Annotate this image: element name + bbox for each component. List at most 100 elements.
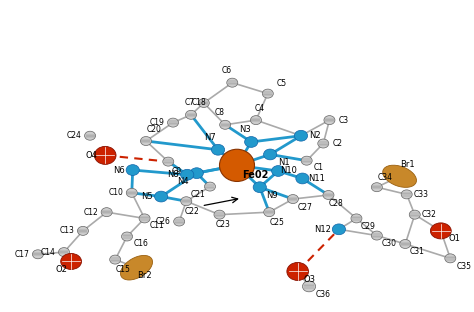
- Text: N12: N12: [314, 225, 331, 234]
- Ellipse shape: [61, 253, 82, 270]
- Text: C33: C33: [413, 190, 428, 199]
- Text: C22: C22: [185, 207, 200, 216]
- Ellipse shape: [32, 250, 44, 259]
- Text: C8: C8: [214, 108, 224, 117]
- Text: N6: N6: [113, 166, 125, 174]
- Ellipse shape: [211, 144, 225, 155]
- Ellipse shape: [296, 173, 309, 184]
- Ellipse shape: [126, 188, 137, 197]
- Text: O3: O3: [304, 275, 316, 284]
- Ellipse shape: [287, 262, 309, 280]
- Ellipse shape: [264, 208, 275, 217]
- Ellipse shape: [94, 146, 116, 164]
- Ellipse shape: [121, 232, 133, 241]
- Text: C14: C14: [41, 248, 55, 256]
- Text: C27: C27: [298, 202, 312, 212]
- Ellipse shape: [253, 182, 266, 193]
- Ellipse shape: [181, 169, 194, 180]
- Text: C11: C11: [149, 221, 164, 230]
- Text: N10: N10: [280, 167, 297, 175]
- Text: C7: C7: [185, 99, 195, 107]
- Text: N1: N1: [278, 158, 290, 167]
- Text: Br1: Br1: [400, 160, 415, 169]
- Text: N5: N5: [141, 192, 153, 201]
- Ellipse shape: [324, 116, 335, 124]
- Ellipse shape: [301, 156, 312, 165]
- Ellipse shape: [126, 165, 139, 175]
- Ellipse shape: [245, 137, 258, 147]
- Text: C24: C24: [67, 131, 82, 140]
- Text: N3: N3: [239, 125, 251, 134]
- Ellipse shape: [264, 149, 277, 160]
- Ellipse shape: [163, 157, 174, 166]
- Ellipse shape: [294, 130, 308, 141]
- Ellipse shape: [167, 118, 179, 127]
- Ellipse shape: [140, 137, 152, 145]
- Text: O2: O2: [55, 265, 67, 274]
- Ellipse shape: [173, 217, 185, 226]
- Text: C18: C18: [191, 98, 206, 107]
- Ellipse shape: [445, 254, 456, 263]
- Ellipse shape: [77, 227, 89, 235]
- Text: C6: C6: [221, 66, 231, 75]
- Text: C23: C23: [216, 220, 231, 229]
- Ellipse shape: [318, 139, 329, 148]
- Ellipse shape: [227, 78, 238, 87]
- Ellipse shape: [190, 168, 203, 178]
- Text: N9: N9: [266, 191, 278, 200]
- Ellipse shape: [250, 116, 262, 124]
- Text: C32: C32: [421, 210, 436, 219]
- Ellipse shape: [371, 231, 383, 240]
- Ellipse shape: [272, 166, 285, 176]
- Ellipse shape: [155, 191, 168, 202]
- Text: C30: C30: [381, 239, 396, 248]
- Ellipse shape: [214, 210, 225, 219]
- Ellipse shape: [287, 195, 299, 203]
- Text: N2: N2: [309, 131, 321, 140]
- Text: C25: C25: [270, 218, 285, 227]
- Ellipse shape: [58, 248, 70, 256]
- Ellipse shape: [401, 190, 412, 199]
- Text: N8: N8: [167, 170, 179, 179]
- Text: C2: C2: [332, 139, 342, 148]
- Text: C28: C28: [329, 198, 344, 207]
- Text: C34: C34: [377, 173, 392, 182]
- Text: C19: C19: [150, 118, 164, 127]
- Ellipse shape: [302, 281, 316, 292]
- Ellipse shape: [204, 182, 216, 191]
- Ellipse shape: [400, 240, 411, 248]
- Ellipse shape: [84, 131, 96, 140]
- Ellipse shape: [351, 214, 362, 223]
- Ellipse shape: [409, 210, 420, 219]
- Ellipse shape: [371, 183, 383, 192]
- Text: C13: C13: [60, 227, 74, 235]
- Ellipse shape: [139, 214, 150, 223]
- Text: C1: C1: [314, 163, 324, 172]
- Text: O4: O4: [85, 151, 97, 160]
- Text: C36: C36: [316, 290, 330, 299]
- Text: N7: N7: [204, 133, 216, 142]
- Text: N4: N4: [177, 177, 189, 186]
- Text: C12: C12: [83, 208, 98, 217]
- Text: Fe02: Fe02: [242, 170, 268, 180]
- Text: C4: C4: [255, 104, 265, 113]
- Ellipse shape: [219, 120, 231, 129]
- Text: C26: C26: [156, 217, 171, 226]
- Text: Br2: Br2: [137, 271, 152, 280]
- Text: O1: O1: [449, 234, 461, 243]
- Ellipse shape: [198, 99, 210, 107]
- Text: C35: C35: [457, 262, 472, 271]
- Ellipse shape: [262, 89, 273, 98]
- Ellipse shape: [181, 197, 192, 206]
- Text: C29: C29: [361, 222, 376, 231]
- Text: C17: C17: [15, 250, 29, 259]
- Text: C5: C5: [277, 79, 287, 88]
- Ellipse shape: [332, 224, 346, 235]
- Ellipse shape: [120, 256, 153, 280]
- Text: C3: C3: [338, 116, 348, 124]
- Text: C31: C31: [410, 247, 425, 256]
- Text: C15: C15: [116, 265, 131, 274]
- Text: C20: C20: [146, 124, 162, 134]
- Ellipse shape: [383, 165, 417, 188]
- Text: N11: N11: [308, 174, 325, 183]
